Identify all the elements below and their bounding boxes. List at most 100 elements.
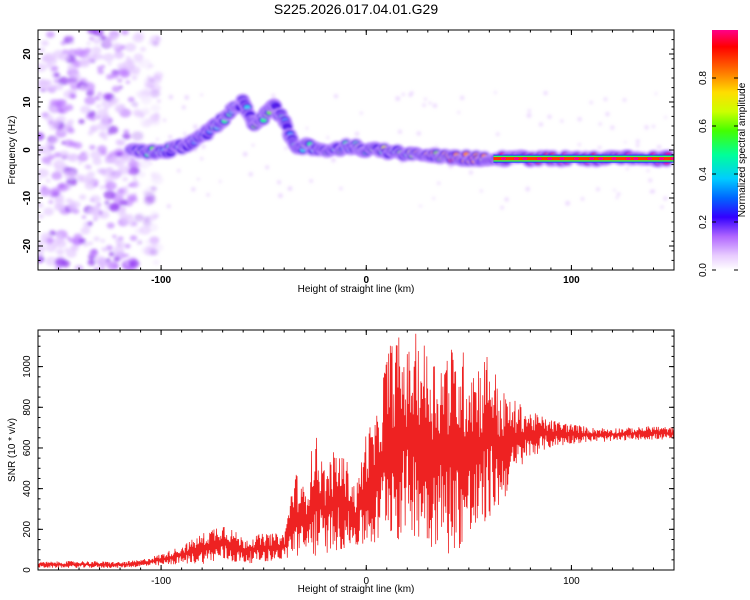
noise-speck bbox=[646, 169, 650, 173]
noise-blob bbox=[78, 238, 86, 244]
noise-blob bbox=[90, 150, 102, 160]
y-tick-label: 1000 bbox=[22, 355, 33, 378]
noise-blob bbox=[122, 215, 134, 225]
noise-speck bbox=[589, 100, 593, 105]
carrier-peak bbox=[670, 157, 674, 161]
noise-blob bbox=[116, 107, 124, 113]
noise-speck bbox=[504, 197, 509, 202]
noise-blob bbox=[132, 109, 143, 117]
noise-speck bbox=[495, 132, 500, 136]
spectrogram-signal-ridge bbox=[123, 93, 674, 169]
noise-speck bbox=[181, 105, 186, 110]
noise-blob bbox=[108, 251, 115, 257]
snr-panel: -100 0 100 0 200 400 600 800 1000 Height of str… bbox=[7, 329, 675, 595]
noise-blob bbox=[80, 105, 91, 114]
noise-blob bbox=[52, 118, 61, 125]
noise-speck bbox=[654, 92, 658, 95]
carrier-peak bbox=[547, 157, 553, 161]
noise-blob bbox=[45, 63, 53, 69]
noise-speck bbox=[580, 197, 585, 201]
noise-blob bbox=[99, 132, 106, 138]
noise-blob bbox=[69, 36, 74, 40]
noise-speck bbox=[644, 125, 649, 130]
noise-blob bbox=[93, 267, 100, 270]
noise-speck bbox=[468, 170, 473, 175]
noise-blob bbox=[72, 154, 77, 158]
noise-blob bbox=[145, 195, 157, 204]
noise-blob bbox=[111, 42, 122, 51]
noise-blob bbox=[112, 158, 122, 165]
noise-blob bbox=[84, 181, 96, 190]
noise-speck bbox=[422, 103, 426, 107]
noise-speck bbox=[168, 94, 174, 100]
noise-blob bbox=[42, 87, 49, 92]
noise-blob bbox=[108, 203, 120, 212]
noise-blob bbox=[126, 55, 131, 60]
x-tick-label: -100 bbox=[151, 576, 171, 587]
noise-speck bbox=[437, 181, 441, 185]
noise-blob bbox=[142, 219, 152, 227]
noise-blob bbox=[49, 84, 58, 91]
carrier-peak bbox=[573, 157, 579, 161]
noise-blob bbox=[50, 187, 61, 195]
noise-blob bbox=[119, 70, 131, 79]
noise-blob bbox=[86, 171, 96, 178]
noise-blob bbox=[147, 75, 152, 79]
noise-blob bbox=[41, 156, 52, 164]
noise-speck bbox=[616, 192, 621, 196]
noise-blob bbox=[107, 261, 119, 270]
noise-blob bbox=[122, 176, 129, 182]
noise-blob bbox=[91, 46, 102, 54]
noise-blob bbox=[39, 187, 52, 197]
noise-speck bbox=[140, 113, 145, 118]
noise-speck bbox=[656, 144, 662, 150]
noise-blob bbox=[78, 119, 85, 124]
noise-speck bbox=[333, 94, 339, 99]
carrier-peak bbox=[647, 157, 653, 161]
colorbar-tick-label: 0.0 bbox=[698, 263, 709, 277]
noise-blob bbox=[114, 51, 124, 58]
noise-speck bbox=[156, 99, 161, 103]
noise-blob bbox=[144, 239, 150, 244]
noise-blob bbox=[56, 182, 69, 192]
noise-blob bbox=[96, 168, 104, 174]
noise-blob bbox=[67, 63, 76, 71]
noise-speck bbox=[133, 198, 139, 203]
y-tick-label: 400 bbox=[22, 480, 33, 497]
noise-blob bbox=[153, 214, 160, 219]
noise-blob bbox=[145, 117, 151, 123]
noise-blob bbox=[39, 47, 46, 53]
noise-speck bbox=[615, 196, 619, 200]
noise-speck bbox=[565, 200, 571, 206]
noise-speck bbox=[577, 117, 582, 122]
noise-blob bbox=[83, 79, 89, 84]
noise-blob bbox=[81, 215, 87, 219]
noise-speck bbox=[196, 177, 200, 181]
noise-speck bbox=[251, 143, 255, 147]
noise-blob bbox=[103, 107, 109, 111]
noise-blob bbox=[54, 165, 65, 174]
noise-blob bbox=[86, 209, 94, 215]
noise-blob bbox=[102, 40, 112, 48]
noise-blob bbox=[70, 41, 75, 45]
noise-blob bbox=[54, 239, 67, 249]
y-tick-label: -20 bbox=[22, 238, 33, 253]
noise-blob bbox=[133, 214, 144, 223]
noise-speck bbox=[183, 132, 187, 136]
noise-speck bbox=[649, 190, 653, 194]
noise-blob bbox=[65, 249, 77, 258]
noise-speck bbox=[206, 193, 210, 197]
noise-blob bbox=[92, 158, 102, 166]
spectrogram-y-label: Frequency (Hz) bbox=[7, 116, 18, 185]
noise-blob bbox=[53, 72, 60, 78]
noise-blob bbox=[122, 60, 135, 70]
noise-blob bbox=[38, 214, 45, 219]
noise-speck bbox=[663, 196, 668, 201]
noise-blob bbox=[53, 79, 59, 83]
noise-blob bbox=[43, 79, 52, 86]
noise-blob bbox=[89, 36, 95, 41]
noise-blob bbox=[44, 144, 52, 150]
noise-blob bbox=[107, 125, 119, 134]
noise-speck bbox=[271, 93, 276, 98]
noise-blob bbox=[89, 116, 96, 122]
